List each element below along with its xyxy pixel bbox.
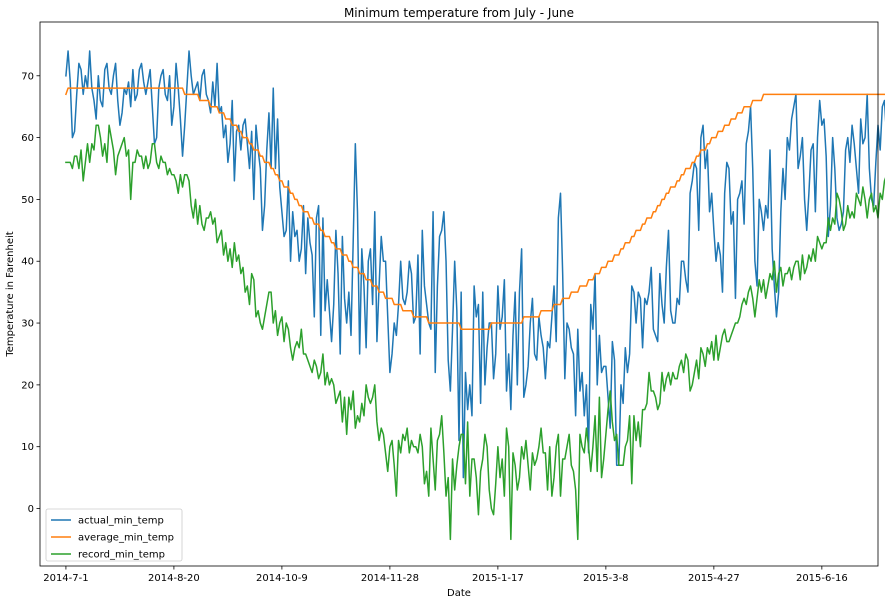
chart-title: Minimum temperature from July - June bbox=[344, 6, 574, 20]
legend-box bbox=[45, 508, 183, 562]
legend: actual_min_temp average_min_temp record_mi… bbox=[45, 508, 183, 562]
x-tick-label: 2015-3-8 bbox=[583, 573, 628, 584]
x-tick-label: 2015-1-17 bbox=[472, 573, 524, 584]
series-line-record_min_temp bbox=[65, 124, 885, 541]
y-tick-label: 70 bbox=[21, 71, 34, 82]
y-axis: 0 10 20 30 40 50 60 70 bbox=[21, 71, 40, 515]
plot-frame bbox=[39, 21, 879, 567]
y-axis-label: Temperature in Farenheit bbox=[5, 231, 16, 357]
y-tick-label: 40 bbox=[21, 257, 34, 268]
x-tick-label: 2014-8-20 bbox=[148, 573, 200, 584]
x-tick-label: 2014-11-28 bbox=[361, 573, 419, 584]
x-tick-label: 2014-7-1 bbox=[43, 573, 88, 584]
y-tick-label: 60 bbox=[21, 133, 34, 144]
y-tick-label: 0 bbox=[28, 504, 34, 515]
x-axis-label: Date bbox=[447, 588, 471, 599]
series-line-average_min_temp bbox=[64, 87, 885, 330]
x-tick-label: 2015-6-16 bbox=[796, 573, 848, 584]
series-line-actual_min_temp bbox=[65, 50, 885, 479]
y-tick-label: 30 bbox=[21, 319, 34, 330]
x-tick-label: 2014-10-9 bbox=[256, 573, 308, 584]
y-tick-label: 20 bbox=[21, 380, 34, 391]
legend-label-average_min_temp: average_min_temp bbox=[78, 533, 174, 544]
legend-label-actual_min_temp: actual_min_temp bbox=[78, 516, 164, 527]
y-tick-label: 10 bbox=[21, 442, 34, 453]
y-tick-label: 50 bbox=[21, 195, 34, 206]
x-axis: 2014-7-1 2014-8-20 2014-10-9 2014-11-28 2015… bbox=[43, 566, 848, 584]
series-layer bbox=[64, 50, 885, 541]
legend-label-record_min_temp: record_min_temp bbox=[78, 550, 165, 561]
x-tick-label: 2015-4-27 bbox=[688, 573, 740, 584]
